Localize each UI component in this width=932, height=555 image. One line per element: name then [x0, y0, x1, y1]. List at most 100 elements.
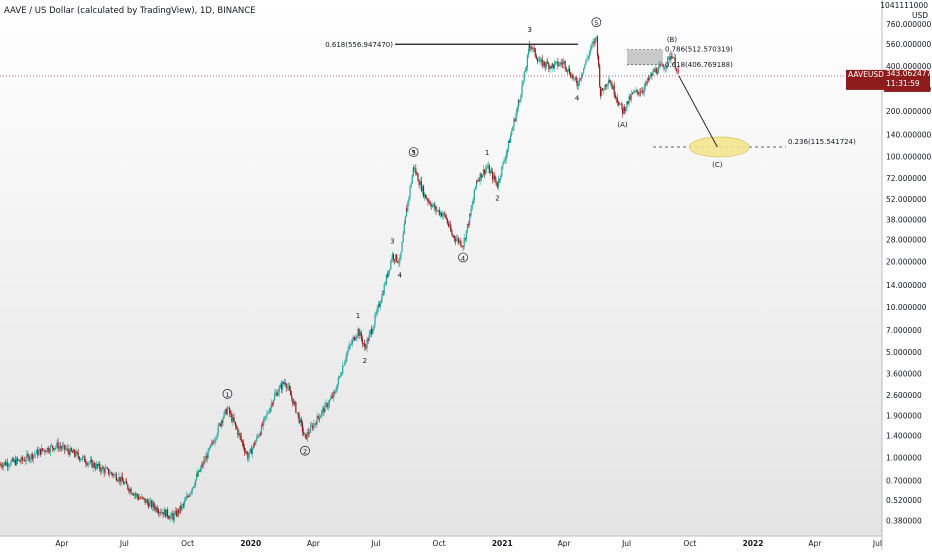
fib-level-label: 0.618(556.947470): [325, 41, 393, 49]
x-tick-label: Oct: [433, 539, 446, 548]
candle-body: [399, 257, 401, 263]
candle-body: [308, 432, 311, 434]
wave-label: 2: [495, 195, 499, 203]
candle-body: [61, 445, 64, 449]
candle-body: [101, 467, 103, 472]
candle-body: [558, 64, 560, 67]
candle-body: [92, 462, 94, 468]
wave-label: (A): [617, 121, 628, 129]
y-tick-label: 10.000000: [886, 303, 927, 312]
candle-body: [530, 46, 532, 48]
candle-body: [355, 338, 357, 341]
candle-body: [175, 510, 178, 516]
candle-body: [335, 390, 337, 393]
candle-body: [369, 331, 371, 335]
candle-body: [465, 230, 467, 240]
candle-body: [153, 502, 155, 508]
candle-body: [358, 328, 360, 336]
candle-body: [55, 446, 57, 448]
candle-body: [198, 470, 200, 472]
candle-body: [232, 417, 234, 422]
candle-body: [103, 468, 105, 473]
candle-body: [627, 101, 629, 104]
candle-body: [144, 498, 146, 503]
candle-body: [328, 400, 330, 405]
candle-body: [444, 212, 446, 215]
candle-body: [205, 455, 207, 461]
candle-body: [260, 424, 263, 435]
candle-body: [487, 165, 489, 168]
candle-body: [609, 80, 611, 83]
candle-body: [121, 476, 123, 481]
candle-body: [176, 509, 179, 516]
candle-body: [367, 339, 369, 341]
candle-body: [235, 423, 237, 427]
candle-body: [605, 84, 607, 87]
candle-body: [391, 254, 393, 259]
candle-body: [334, 392, 336, 393]
candle-body: [473, 189, 475, 200]
candle-body: [592, 41, 594, 45]
candle-body: [398, 262, 400, 264]
candle-body: [410, 183, 412, 188]
candle-body: [134, 494, 137, 495]
y-tick-label: 2.600000: [886, 391, 922, 400]
candle-body: [585, 60, 587, 65]
candle-body: [179, 506, 181, 513]
candle-body: [638, 92, 640, 94]
candle-body: [601, 88, 603, 96]
candle-body: [107, 468, 110, 475]
candle-body: [520, 95, 522, 100]
candle-body: [71, 451, 74, 453]
candle-body: [436, 210, 438, 211]
candle-body: [360, 332, 362, 339]
candle-body: [596, 36, 599, 56]
candle-body: [663, 68, 666, 70]
candle-body: [417, 174, 419, 182]
candle-body: [625, 107, 627, 112]
candle-body: [337, 377, 339, 385]
candle-body: [543, 61, 546, 66]
candle-body: [515, 112, 517, 122]
candle-body: [4, 462, 7, 466]
candle-body: [339, 375, 342, 377]
candle-body: [30, 453, 32, 459]
candle-body: [83, 456, 85, 457]
candle-body: [580, 75, 583, 79]
candle-body: [513, 119, 515, 127]
candle-body: [493, 175, 495, 180]
candle-body: [490, 171, 493, 172]
wave-label: 1: [485, 149, 489, 157]
candle-body: [422, 186, 425, 197]
candle-body: [446, 219, 449, 224]
candle-body: [597, 55, 600, 66]
candle-body: [233, 417, 235, 422]
candle-body: [391, 258, 393, 262]
candle-body: [85, 462, 87, 464]
candle-body: [37, 449, 39, 456]
candle-body: [354, 336, 356, 341]
candle-body: [306, 432, 308, 440]
candle-body: [7, 462, 9, 467]
candle-body: [145, 500, 147, 503]
candle-body: [375, 313, 377, 316]
candle-body: [217, 425, 219, 435]
candle-body: [44, 450, 46, 452]
candle-body: [148, 502, 151, 507]
candle-body: [256, 436, 258, 441]
candle-body: [272, 399, 275, 405]
candle-body: [352, 336, 355, 340]
candle-body: [19, 459, 21, 462]
candle-body: [462, 246, 464, 247]
candle-body: [582, 73, 584, 76]
candle-body: [676, 70, 679, 72]
y-tick-label: 760.000000: [886, 20, 932, 29]
candle-body: [226, 408, 229, 415]
candle-body: [329, 398, 332, 401]
y-tick-label: 28.000000: [886, 236, 927, 245]
candle-body: [492, 171, 494, 180]
wave-label: 2: [363, 357, 367, 365]
candle-body: [447, 223, 450, 227]
